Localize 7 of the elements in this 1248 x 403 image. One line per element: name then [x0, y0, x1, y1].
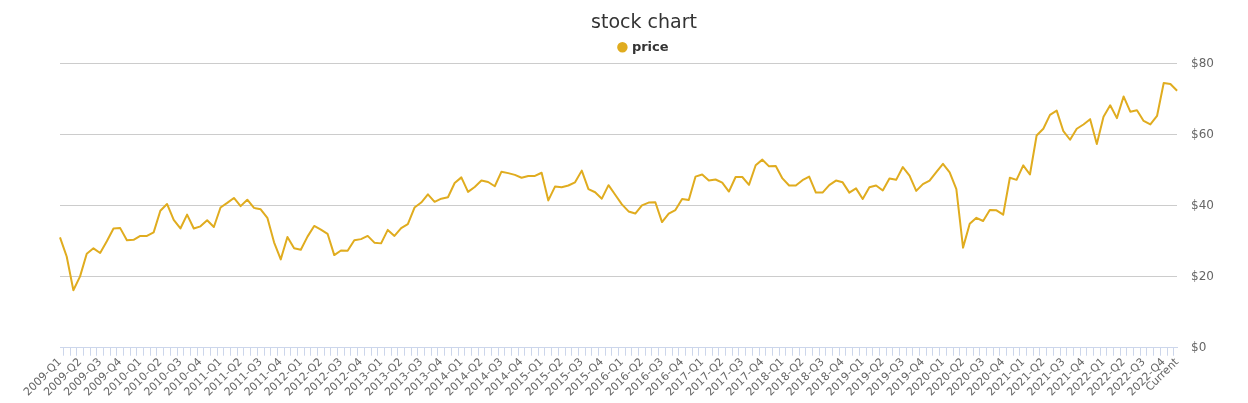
y-tick-label: $40 [1191, 197, 1214, 212]
chart-title: stock chart [591, 10, 697, 33]
y-tick-label: $0 [1191, 339, 1207, 354]
y-tick-label: $60 [1191, 126, 1214, 141]
legend-label: price [631, 38, 669, 54]
y-tick-label: $80 [1191, 55, 1214, 70]
y-tick-label: $20 [1191, 268, 1214, 283]
